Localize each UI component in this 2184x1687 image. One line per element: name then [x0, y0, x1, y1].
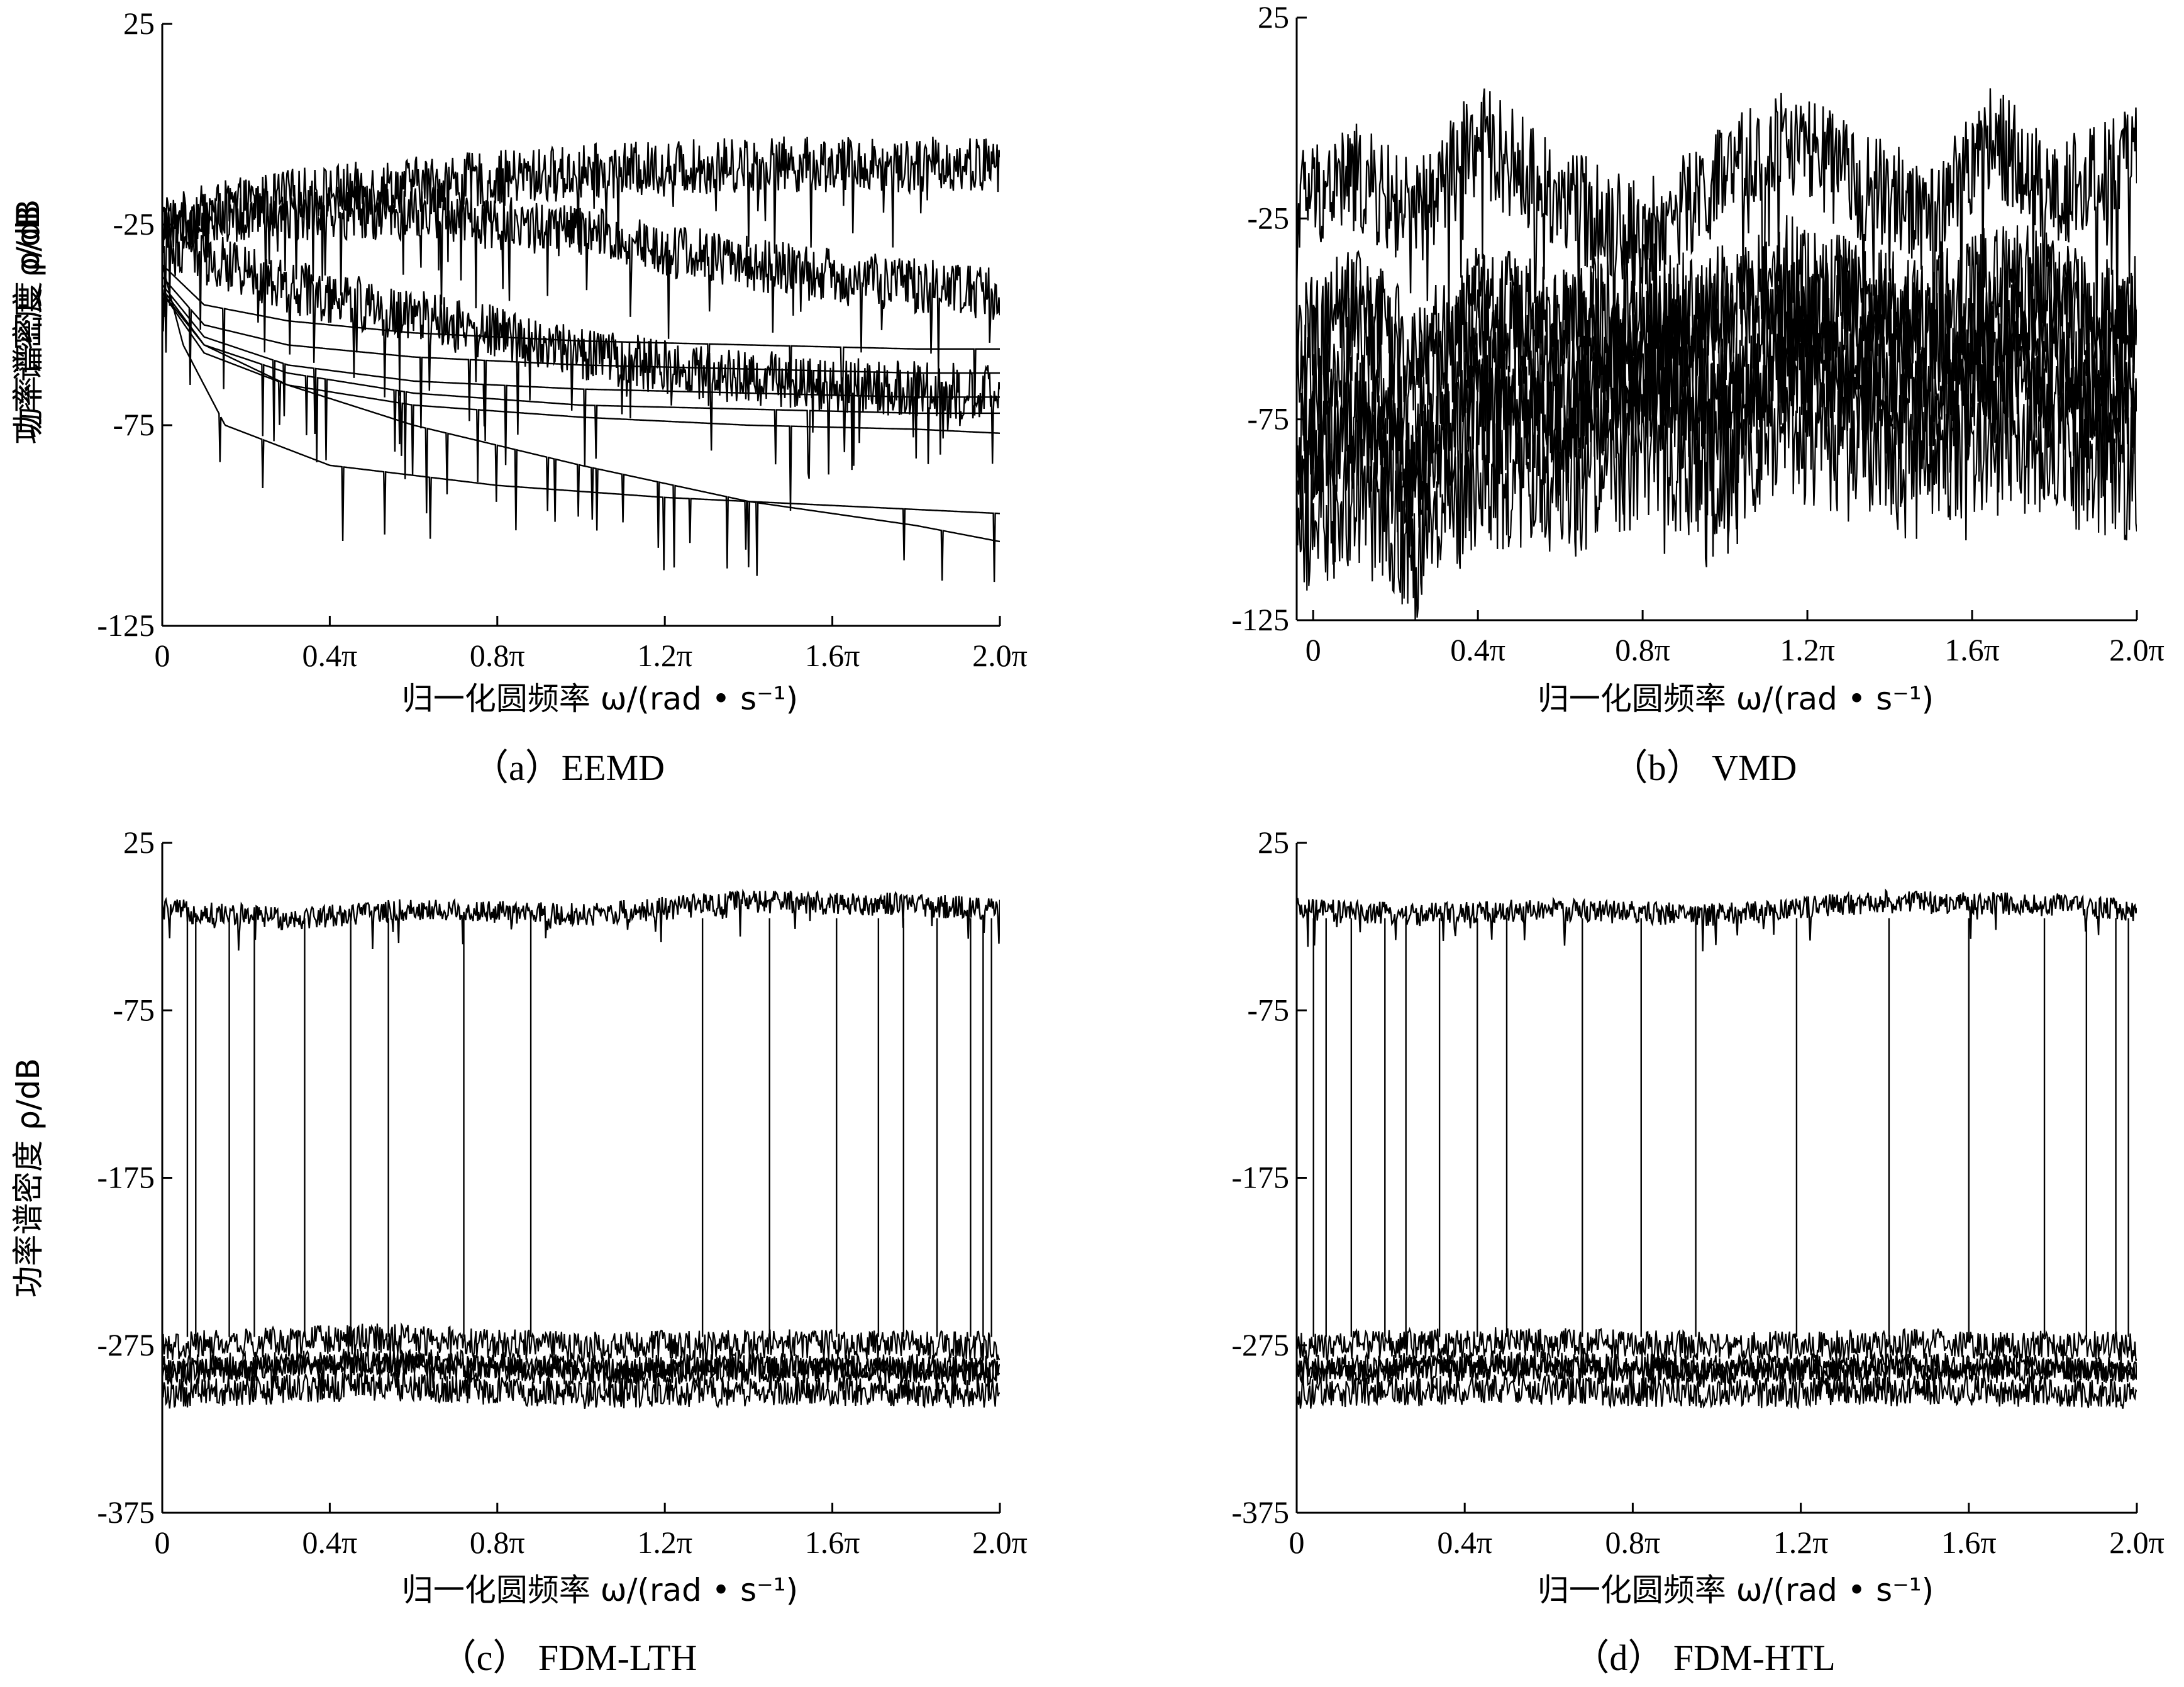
x-tick-label: 1.6π [1944, 632, 2000, 667]
x-tick-label: 0 [1289, 1525, 1305, 1560]
x-tick-label: 0.4π [1450, 632, 1505, 667]
series-line [1297, 215, 2137, 470]
x-tick-label: 0 [155, 1525, 170, 1560]
y-tick-label: -75 [113, 407, 155, 442]
x-tick-label: 0.8π [1615, 632, 1670, 667]
series-line [162, 186, 1000, 374]
x-axis-title: 归一化圆频率 ω/(rad • s⁻¹) [402, 681, 798, 717]
x-tick-label: 2.0π [972, 638, 1028, 673]
y-axis-title: 功率谱密度 ρ/dB [10, 1058, 47, 1298]
y-tick-label: -125 [97, 608, 155, 643]
x-tick-label: 0 [1305, 632, 1321, 667]
series-line [162, 1350, 1000, 1407]
x-tick-label: 0.4π [302, 1525, 358, 1560]
y-axis-title: 功率谱密度 ρ/dB [10, 199, 47, 439]
x-axis-title: 归一化圆频率 ω/(rad • s⁻¹) [1538, 681, 1934, 717]
series-line [162, 292, 1000, 581]
plot-area [162, 888, 1000, 1409]
series-line [162, 284, 1000, 466]
panel-caption: （b） VMD [1612, 747, 1797, 788]
y-tick-label: -25 [113, 206, 155, 242]
x-tick-label: 0.4π [1437, 1525, 1492, 1560]
x-tick-label: 0.4π [302, 638, 358, 673]
x-tick-label: 1.2π [1780, 632, 1835, 667]
y-axis-title: 功率谱密度 ρ/dB [10, 205, 47, 445]
y-tick-label: -125 [1231, 602, 1289, 637]
x-tick-label: 0.8π [470, 1525, 525, 1560]
panel-caption: （a）EEMD [472, 747, 665, 788]
y-tick-label: 25 [1258, 825, 1289, 860]
series-line [162, 222, 1000, 475]
series-line [162, 276, 1000, 459]
series-line [162, 292, 1000, 511]
y-tick-label: -75 [1247, 992, 1289, 1027]
y-tick-label: -375 [1231, 1495, 1289, 1530]
y-tick-label: -75 [113, 992, 155, 1027]
plot-area [1297, 88, 2137, 620]
x-tick-label: 1.6π [1941, 1525, 1997, 1560]
y-tick-label: -275 [97, 1327, 155, 1362]
series-line [1297, 1349, 2137, 1386]
series-line [162, 1322, 1000, 1362]
series-line [1297, 88, 2137, 404]
plot-area [1297, 888, 2137, 1410]
series-line [162, 888, 1000, 951]
x-tick-label: 1.2π [1773, 1525, 1829, 1560]
x-tick-label: 2.0π [972, 1525, 1028, 1560]
series-line [1297, 888, 2137, 952]
series-line [162, 1371, 1000, 1409]
series-line [1297, 363, 2137, 620]
y-tick-label: -25 [1247, 200, 1289, 235]
x-tick-label: 2.0π [2109, 632, 2165, 667]
series-line [1297, 1374, 2137, 1410]
x-tick-label: 0 [155, 638, 170, 673]
x-axis-title: 归一化圆频率 ω/(rad • s⁻¹) [1538, 1572, 1934, 1608]
y-tick-label: 25 [123, 825, 155, 860]
y-tick-label: -275 [1231, 1327, 1289, 1362]
x-tick-label: 1.6π [805, 1525, 860, 1560]
x-tick-label: 1.2π [637, 1525, 692, 1560]
series-line [1297, 1327, 2137, 1364]
x-axis-title: 归一化圆频率 ω/(rad • s⁻¹) [402, 1572, 798, 1608]
x-tick-label: 2.0π [2109, 1525, 2165, 1560]
y-tick-label: -75 [1247, 401, 1289, 437]
y-tick-label: 25 [123, 6, 155, 41]
plot-area [162, 136, 1000, 582]
panel-caption: （d） FDM-HTL [1573, 1637, 1835, 1678]
y-tick-label: -175 [1231, 1160, 1289, 1195]
panel-caption: （c） FDM-LTH [440, 1637, 697, 1678]
x-tick-label: 1.6π [805, 638, 860, 673]
series-line [162, 264, 1000, 416]
y-tick-label: 25 [1258, 0, 1289, 35]
x-tick-label: 0.8π [470, 638, 525, 673]
series-line [162, 289, 1000, 479]
x-tick-label: 1.2π [637, 638, 692, 673]
y-axis-title: 功率谱密度 ρ/dB [10, 1058, 47, 1298]
y-tick-label: -375 [97, 1495, 155, 1530]
y-tick-label: -175 [97, 1160, 155, 1195]
series-line [162, 264, 1000, 582]
x-tick-label: 0.8π [1605, 1525, 1661, 1560]
series-line [162, 1347, 1000, 1387]
